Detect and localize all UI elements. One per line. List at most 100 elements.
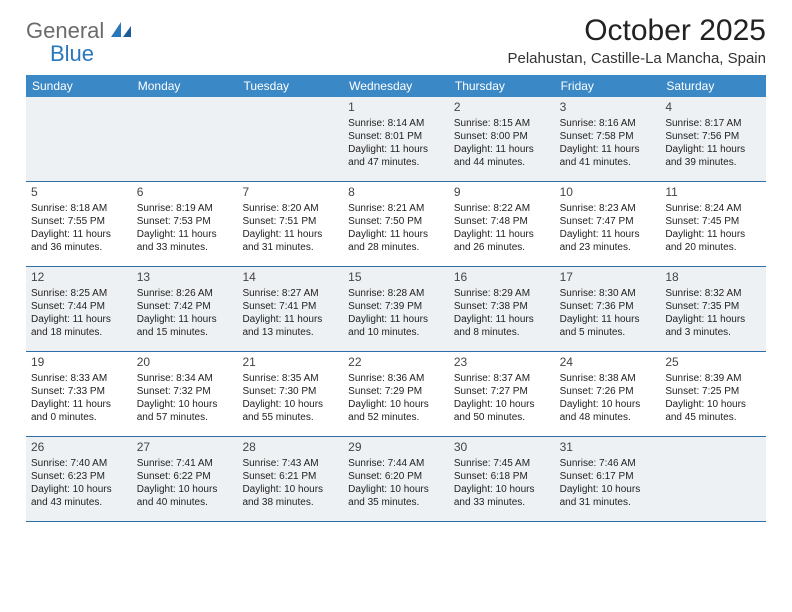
week-row: 26Sunrise: 7:40 AMSunset: 6:23 PMDayligh… — [26, 437, 766, 522]
day-number: 21 — [242, 355, 338, 371]
day-number: 3 — [560, 100, 656, 116]
sunrise-text: Sunrise: 8:16 AM — [560, 117, 656, 130]
day-number: 19 — [31, 355, 127, 371]
dayname-sun: Sunday — [26, 75, 132, 97]
logo-text-wrap: General Blue — [26, 20, 133, 66]
month-title: October 2025 — [508, 14, 767, 48]
daylight-text: Daylight: 11 hours and 41 minutes. — [560, 143, 656, 169]
day-number: 7 — [242, 185, 338, 201]
day-cell: 12Sunrise: 8:25 AMSunset: 7:44 PMDayligh… — [26, 267, 132, 351]
dayname-sat: Saturday — [660, 75, 766, 97]
daylight-text: Daylight: 10 hours and 40 minutes. — [137, 483, 233, 509]
day-number: 20 — [137, 355, 233, 371]
sunset-text: Sunset: 7:44 PM — [31, 300, 127, 313]
sunset-text: Sunset: 7:55 PM — [31, 215, 127, 228]
sunrise-text: Sunrise: 8:35 AM — [242, 372, 338, 385]
logo-text-blue: Blue — [26, 41, 94, 66]
daylight-text: Daylight: 11 hours and 33 minutes. — [137, 228, 233, 254]
sunset-text: Sunset: 7:39 PM — [348, 300, 444, 313]
sunset-text: Sunset: 7:58 PM — [560, 130, 656, 143]
day-cell: 10Sunrise: 8:23 AMSunset: 7:47 PMDayligh… — [555, 182, 661, 266]
daylight-text: Daylight: 10 hours and 45 minutes. — [665, 398, 761, 424]
daylight-text: Daylight: 11 hours and 47 minutes. — [348, 143, 444, 169]
day-number: 30 — [454, 440, 550, 456]
calendar-page: General Blue October 2025 Pelahustan, Ca… — [0, 0, 792, 532]
sunset-text: Sunset: 7:27 PM — [454, 385, 550, 398]
day-number: 6 — [137, 185, 233, 201]
daylight-text: Daylight: 11 hours and 3 minutes. — [665, 313, 761, 339]
sunrise-text: Sunrise: 8:37 AM — [454, 372, 550, 385]
day-number: 25 — [665, 355, 761, 371]
sunset-text: Sunset: 7:50 PM — [348, 215, 444, 228]
daylight-text: Daylight: 10 hours and 31 minutes. — [560, 483, 656, 509]
day-cell: 5Sunrise: 8:18 AMSunset: 7:55 PMDaylight… — [26, 182, 132, 266]
day-number: 13 — [137, 270, 233, 286]
daylight-text: Daylight: 10 hours and 35 minutes. — [348, 483, 444, 509]
day-cell: 21Sunrise: 8:35 AMSunset: 7:30 PMDayligh… — [237, 352, 343, 436]
sunrise-text: Sunrise: 8:30 AM — [560, 287, 656, 300]
sunrise-text: Sunrise: 8:14 AM — [348, 117, 444, 130]
daylight-text: Daylight: 11 hours and 5 minutes. — [560, 313, 656, 339]
dayname-tue: Tuesday — [237, 75, 343, 97]
day-number: 27 — [137, 440, 233, 456]
sunrise-text: Sunrise: 8:39 AM — [665, 372, 761, 385]
dayname-fri: Friday — [555, 75, 661, 97]
sunrise-text: Sunrise: 8:29 AM — [454, 287, 550, 300]
day-cell — [26, 97, 132, 181]
day-cell: 4Sunrise: 8:17 AMSunset: 7:56 PMDaylight… — [660, 97, 766, 181]
sunset-text: Sunset: 7:51 PM — [242, 215, 338, 228]
sunset-text: Sunset: 7:56 PM — [665, 130, 761, 143]
day-number: 26 — [31, 440, 127, 456]
daylight-text: Daylight: 11 hours and 36 minutes. — [31, 228, 127, 254]
location-text: Pelahustan, Castille-La Mancha, Spain — [508, 50, 767, 67]
sunrise-text: Sunrise: 8:15 AM — [454, 117, 550, 130]
daylight-text: Daylight: 11 hours and 10 minutes. — [348, 313, 444, 339]
day-cell: 1Sunrise: 8:14 AMSunset: 8:01 PMDaylight… — [343, 97, 449, 181]
daylight-text: Daylight: 10 hours and 33 minutes. — [454, 483, 550, 509]
sunset-text: Sunset: 6:21 PM — [242, 470, 338, 483]
week-row: 1Sunrise: 8:14 AMSunset: 8:01 PMDaylight… — [26, 97, 766, 182]
calendar: Sunday Monday Tuesday Wednesday Thursday… — [26, 75, 766, 522]
day-cell: 16Sunrise: 8:29 AMSunset: 7:38 PMDayligh… — [449, 267, 555, 351]
sunrise-text: Sunrise: 8:25 AM — [31, 287, 127, 300]
sunset-text: Sunset: 7:41 PM — [242, 300, 338, 313]
daylight-text: Daylight: 10 hours and 50 minutes. — [454, 398, 550, 424]
day-number: 17 — [560, 270, 656, 286]
daylight-text: Daylight: 11 hours and 23 minutes. — [560, 228, 656, 254]
day-header-row: Sunday Monday Tuesday Wednesday Thursday… — [26, 75, 766, 97]
day-cell: 30Sunrise: 7:45 AMSunset: 6:18 PMDayligh… — [449, 437, 555, 521]
daylight-text: Daylight: 11 hours and 26 minutes. — [454, 228, 550, 254]
sunset-text: Sunset: 7:29 PM — [348, 385, 444, 398]
week-row: 19Sunrise: 8:33 AMSunset: 7:33 PMDayligh… — [26, 352, 766, 437]
logo-text-gray: General — [26, 18, 104, 43]
day-number: 10 — [560, 185, 656, 201]
sunrise-text: Sunrise: 8:38 AM — [560, 372, 656, 385]
day-number: 2 — [454, 100, 550, 116]
daylight-text: Daylight: 11 hours and 13 minutes. — [242, 313, 338, 339]
day-number: 31 — [560, 440, 656, 456]
sunset-text: Sunset: 7:42 PM — [137, 300, 233, 313]
daylight-text: Daylight: 11 hours and 15 minutes. — [137, 313, 233, 339]
day-cell: 22Sunrise: 8:36 AMSunset: 7:29 PMDayligh… — [343, 352, 449, 436]
sunset-text: Sunset: 7:26 PM — [560, 385, 656, 398]
daylight-text: Daylight: 10 hours and 38 minutes. — [242, 483, 338, 509]
day-cell: 26Sunrise: 7:40 AMSunset: 6:23 PMDayligh… — [26, 437, 132, 521]
dayname-wed: Wednesday — [343, 75, 449, 97]
day-cell: 19Sunrise: 8:33 AMSunset: 7:33 PMDayligh… — [26, 352, 132, 436]
daylight-text: Daylight: 10 hours and 52 minutes. — [348, 398, 444, 424]
sunset-text: Sunset: 7:25 PM — [665, 385, 761, 398]
sunrise-text: Sunrise: 8:28 AM — [348, 287, 444, 300]
daylight-text: Daylight: 10 hours and 57 minutes. — [137, 398, 233, 424]
sunset-text: Sunset: 7:33 PM — [31, 385, 127, 398]
day-number: 24 — [560, 355, 656, 371]
sunrise-text: Sunrise: 7:45 AM — [454, 457, 550, 470]
day-number: 11 — [665, 185, 761, 201]
sunset-text: Sunset: 6:20 PM — [348, 470, 444, 483]
sunrise-text: Sunrise: 7:44 AM — [348, 457, 444, 470]
sunset-text: Sunset: 8:00 PM — [454, 130, 550, 143]
day-cell: 15Sunrise: 8:28 AMSunset: 7:39 PMDayligh… — [343, 267, 449, 351]
logo-sail-icon — [111, 22, 133, 43]
sunset-text: Sunset: 6:22 PM — [137, 470, 233, 483]
daylight-text: Daylight: 11 hours and 20 minutes. — [665, 228, 761, 254]
sunrise-text: Sunrise: 8:26 AM — [137, 287, 233, 300]
